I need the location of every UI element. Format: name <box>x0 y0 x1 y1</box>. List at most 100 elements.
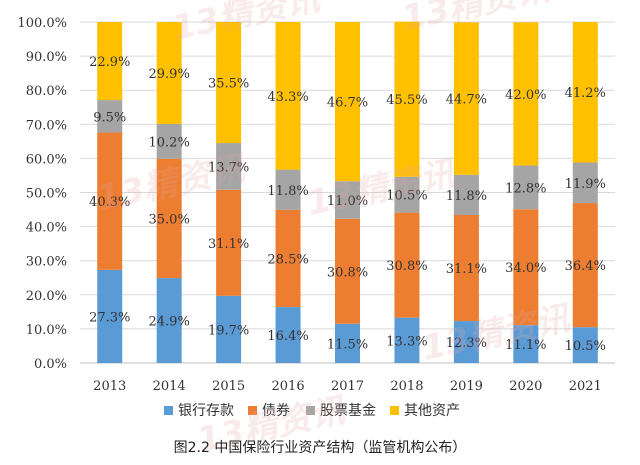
data-label: 41.2% <box>565 86 606 101</box>
bar-segment <box>394 212 420 318</box>
data-label: 31.1% <box>446 262 487 277</box>
bar-segment <box>216 189 242 296</box>
bars <box>97 21 598 363</box>
bar-segment <box>335 22 360 182</box>
data-label: 10.2% <box>149 135 190 150</box>
data-label: 40.3% <box>89 195 130 210</box>
bar-segment <box>156 158 182 279</box>
figure-caption: 图2.2 中国保险行业资产结构（监管机构公布） <box>174 440 467 456</box>
legend-swatch <box>390 406 399 415</box>
bar-segment <box>275 307 301 363</box>
data-label: 30.8% <box>386 259 427 274</box>
data-label: 13.3% <box>386 334 427 349</box>
data-label: 11.1% <box>505 338 546 353</box>
x-tick-label: 2021 <box>569 379 602 394</box>
bar-segment <box>335 218 360 324</box>
data-label: 27.3% <box>89 310 130 325</box>
data-label: 11.5% <box>327 337 368 352</box>
bar-segment <box>513 165 539 210</box>
y-tick-label: 0.0% <box>34 357 67 372</box>
watermark-logo: 13精资讯 <box>169 0 326 49</box>
data-label: 36.4% <box>565 259 606 274</box>
y-tick-label: 10.0% <box>26 323 67 338</box>
y-tick-label: 20.0% <box>26 289 67 304</box>
data-label: 45.5% <box>386 93 427 108</box>
y-tick-label: 80.0% <box>26 84 67 99</box>
y-tick-label: 90.0% <box>26 50 67 65</box>
data-label: 34.0% <box>505 261 546 276</box>
legend-swatch <box>306 406 315 415</box>
data-label: 29.9% <box>149 67 190 82</box>
bar-segment <box>335 323 360 363</box>
y-tick-label: 50.0% <box>26 187 67 202</box>
bar-segment <box>572 22 598 163</box>
x-tick-label: 2014 <box>153 379 186 394</box>
bar-segment <box>513 209 539 326</box>
data-label: 10.5% <box>565 339 606 354</box>
bar-segment <box>453 215 479 322</box>
watermark-logo: 13精资讯 <box>304 153 461 224</box>
data-label: 12.3% <box>446 336 487 351</box>
legend-swatch <box>248 406 257 415</box>
data-label: 35.0% <box>149 212 190 227</box>
legend-label: 银行存款 <box>178 403 234 419</box>
bar-segment <box>394 176 420 213</box>
data-label: 11.8% <box>267 184 308 199</box>
x-tick-label: 2020 <box>509 379 542 394</box>
data-label: 31.1% <box>208 237 249 252</box>
bar-segment <box>97 132 123 270</box>
legend-label: 其他资产 <box>404 403 460 419</box>
axes: 0.0% 10.0% 20.0% 30.0% 40.0% 50.0% 60.0% 70.0% 8… <box>17 16 601 394</box>
bar-segment <box>275 209 301 308</box>
data-label: 28.5% <box>267 252 308 267</box>
data-label: 16.4% <box>267 329 308 344</box>
bar-segment <box>453 22 479 175</box>
data-label: 44.7% <box>446 93 487 108</box>
data-label: 13.7% <box>208 160 249 175</box>
bar-segment <box>275 22 301 170</box>
data-label: 46.7% <box>327 96 368 111</box>
bar-segment <box>335 181 360 219</box>
bar-segment <box>572 327 598 363</box>
data-label: 12.8% <box>505 181 546 196</box>
data-label: 19.7% <box>208 323 249 338</box>
y-tick-label: 30.0% <box>26 255 67 270</box>
watermark-logo: 13精资讯 <box>419 298 576 369</box>
data-label: 30.8% <box>327 265 368 280</box>
bar-segment <box>156 123 182 159</box>
legend-label: 债券 <box>262 403 290 419</box>
bar-segment <box>97 22 123 101</box>
x-tick-label: 2017 <box>331 379 364 394</box>
bar-segment <box>513 22 539 166</box>
data-label: 22.9% <box>89 55 130 70</box>
bar-segment <box>156 278 182 363</box>
data-label: 11.8% <box>446 189 487 204</box>
bar-segment <box>216 295 242 363</box>
data-label: 24.9% <box>149 315 190 330</box>
y-tick-label: 40.0% <box>26 221 67 236</box>
x-tick-label: 2018 <box>390 379 423 394</box>
y-tick-label: 100.0% <box>17 16 67 31</box>
x-tick-label: 2015 <box>212 379 245 394</box>
bar-segment <box>572 162 598 204</box>
bar-segment <box>453 174 479 216</box>
data-label: 11.9% <box>565 177 606 192</box>
bar-segment <box>453 321 479 363</box>
legend-swatch <box>164 406 173 415</box>
legend: 银行存款 债券 股票基金 其他资产 <box>164 402 460 419</box>
bar-segment <box>394 21 420 177</box>
bar-segment <box>97 100 123 133</box>
data-label: 42.0% <box>505 88 546 103</box>
bar-segment <box>394 317 420 363</box>
data-labels: 27.3% 40.3% 9.5% 22.9% 24.9% 35.0% 10.2% 29.9% 1… <box>89 55 606 354</box>
legend-label: 股票基金 <box>320 402 376 419</box>
y-tick-label: 70.0% <box>26 118 67 133</box>
x-tick-label: 2019 <box>450 379 483 394</box>
y-tick-label: 60.0% <box>26 152 67 167</box>
x-tick-label: 2013 <box>93 379 126 394</box>
bar-segment <box>513 325 539 363</box>
data-label: 35.5% <box>208 77 249 92</box>
bar-segment <box>216 143 242 190</box>
